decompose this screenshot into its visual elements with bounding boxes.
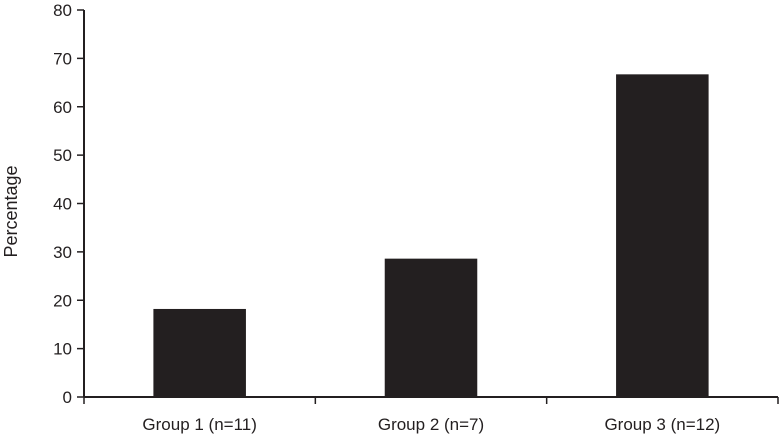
y-tick-label: 70 [53, 49, 72, 68]
y-tick-label: 80 [53, 1, 72, 20]
x-category-label: Group 2 (n=7) [378, 415, 484, 434]
bar [384, 258, 478, 397]
y-axis-title: Percentage [1, 165, 21, 257]
bar [153, 308, 246, 397]
bar [616, 74, 709, 398]
y-tick-label: 60 [53, 98, 72, 117]
y-tick-label: 10 [53, 340, 72, 359]
y-tick-label: 50 [53, 146, 72, 165]
y-tick-label: 30 [53, 243, 72, 262]
x-axis: Group 1 (n=11) Group 2 (n=7) Group 3 (n=12… [83, 396, 779, 434]
y-tick-label: 40 [53, 195, 72, 214]
x-category-label: Group 3 (n=12) [604, 415, 720, 434]
y-tick-label: 20 [53, 291, 72, 310]
y-axis: 0 10 20 30 40 50 60 70 80 [53, 1, 85, 407]
x-category-label: Group 1 (n=11) [142, 415, 257, 434]
y-tick-label: 0 [63, 388, 72, 407]
bars [153, 74, 709, 398]
